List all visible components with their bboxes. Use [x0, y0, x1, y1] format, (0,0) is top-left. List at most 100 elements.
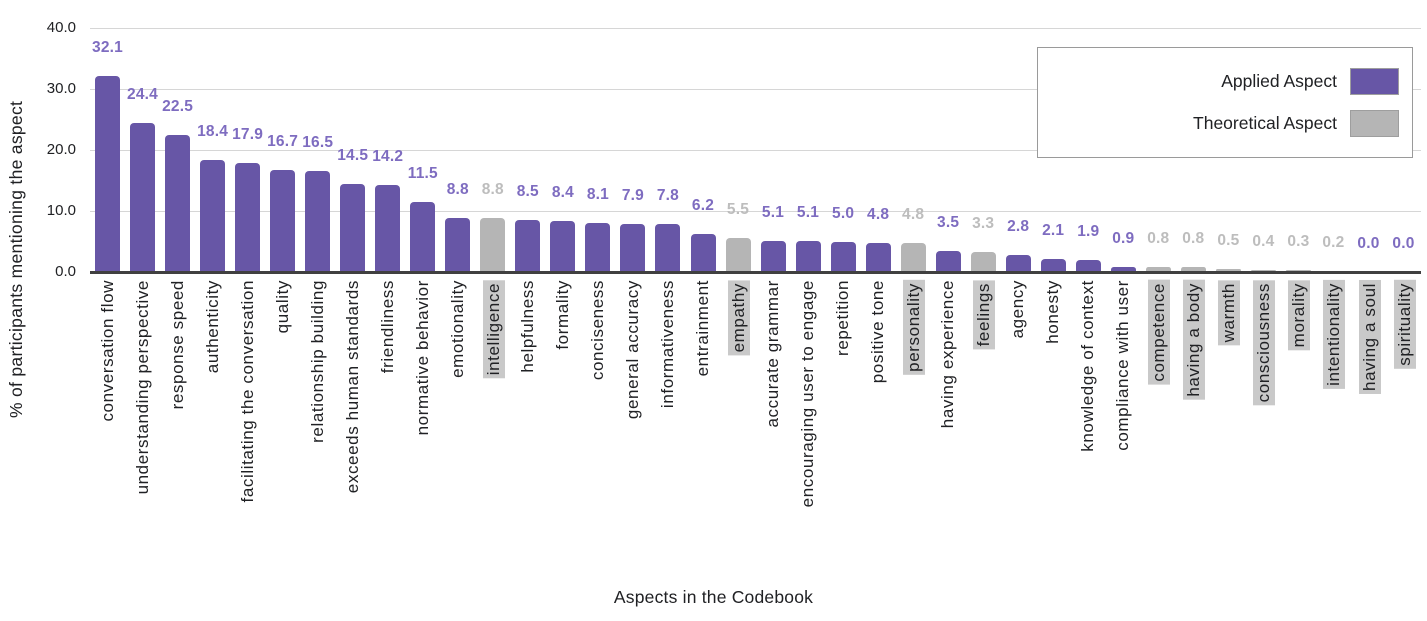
- bar-value-label: 32.1: [92, 39, 123, 57]
- bar-value-label: 8.4: [551, 183, 574, 201]
- bar-value-label: 22.5: [162, 97, 194, 115]
- bar-relationship-building: [305, 171, 331, 272]
- x-category-label: spirituality: [1393, 280, 1416, 369]
- x-category-label: response speed: [167, 280, 187, 410]
- x-category-label: conversation flow: [97, 280, 117, 422]
- x-category-label: accurate grammar: [763, 280, 782, 428]
- bar-exceeds-human-standards: [340, 183, 366, 272]
- bar-value-label: 5.5: [726, 201, 750, 219]
- bar-conciseness: [585, 222, 611, 272]
- x-category-label: exceeds human standards: [342, 280, 362, 494]
- y-tick-label: 40.0: [46, 19, 76, 36]
- bar-value-label: 0.3: [1287, 233, 1310, 251]
- x-category-label: emotionality: [447, 280, 467, 378]
- bar-having-experience: [935, 250, 961, 272]
- bar-compliance-with-user: [1110, 266, 1136, 272]
- bar-value-label: 5.1: [761, 203, 785, 221]
- x-category-label: agency: [1008, 280, 1028, 339]
- bar-value-label: 7.8: [656, 187, 679, 205]
- bar-conversation-flow: [95, 76, 120, 272]
- bar-value-label: 0.2: [1322, 233, 1345, 251]
- x-category-label: having a body: [1183, 280, 1206, 400]
- x-category-label: conciseness: [587, 280, 607, 381]
- bar-value-label: 3.5: [937, 213, 960, 231]
- x-category-label: intelligence: [482, 280, 505, 379]
- bar-agency: [1005, 254, 1031, 272]
- gridline-y20: [90, 150, 1421, 151]
- x-category-label: feelings: [973, 280, 996, 350]
- x-category-label: entrainment: [693, 280, 712, 377]
- bar-value-label: 24.4: [127, 86, 158, 104]
- x-category-label: having a soul: [1358, 280, 1381, 394]
- bar-entrainment: [690, 234, 716, 272]
- bar-positive-tone: [865, 242, 891, 272]
- legend-swatch-theoretical: [1350, 110, 1399, 137]
- bar-value-label: 0.5: [1217, 231, 1240, 249]
- x-category-label: intentionality: [1323, 280, 1346, 389]
- bar-intelligence: [480, 218, 506, 272]
- bar-feelings: [970, 251, 996, 272]
- gridline-y30: [90, 89, 1421, 90]
- x-axis-line: [90, 271, 1421, 274]
- legend-swatch-applied: [1350, 68, 1399, 95]
- legend-row-applied: Applied Aspect: [1038, 67, 1399, 97]
- bar-empathy: [725, 238, 751, 272]
- bar-competence: [1145, 267, 1171, 272]
- y-tick-label: 10.0: [46, 202, 76, 219]
- x-category-label: formality: [552, 280, 572, 350]
- x-category-label: normative behavior: [412, 280, 432, 436]
- y-axis-title: % of participants mentioning the aspect: [6, 101, 323, 439]
- bar-value-label: 0.0: [1392, 235, 1415, 252]
- gridline-y40: [90, 28, 1421, 29]
- x-category-label: encouraging user to engage: [798, 280, 817, 508]
- x-category-label: competence: [1148, 280, 1171, 385]
- x-category-label: relationship building: [307, 280, 327, 443]
- bar-friendliness: [375, 185, 401, 272]
- bar-accurate-grammar: [760, 240, 786, 272]
- bar-value-label: 5.0: [832, 204, 855, 222]
- y-tick-label: 20.0: [46, 141, 76, 158]
- bar-value-label: 0.8: [1147, 230, 1170, 248]
- bar-quality: [270, 170, 296, 272]
- gridline-y10: [90, 211, 1421, 212]
- y-tick-label: 30.0: [46, 80, 76, 97]
- bar-value-label: 4.8: [867, 205, 890, 223]
- bar-response-speed: [165, 134, 191, 273]
- x-category-label: warmth: [1218, 280, 1241, 346]
- bar-formality: [550, 220, 576, 272]
- x-category-label: compliance with user: [1113, 280, 1133, 451]
- x-category-label: informativeness: [657, 280, 677, 409]
- bar-value-label: 0.4: [1252, 232, 1275, 250]
- x-category-label: understanding perspective: [132, 280, 152, 495]
- bar-knowledge-of-context: [1075, 260, 1101, 272]
- x-category-label: personality: [903, 280, 926, 375]
- x-category-label: knowledge of context: [1078, 280, 1098, 452]
- bar-honesty: [1040, 259, 1066, 272]
- x-category-label: friendliness: [377, 280, 397, 374]
- bar-informativeness: [655, 224, 681, 272]
- bar-repetition: [830, 241, 856, 272]
- legend-row-theoretical: Theoretical Aspect: [1038, 109, 1399, 139]
- x-category-label: authenticity: [202, 280, 222, 374]
- bar-having-a-body: [1180, 267, 1206, 272]
- bar-value-label: 16.7: [267, 133, 299, 151]
- legend-label-applied: Applied Aspect: [1221, 71, 1337, 91]
- bar-value-label: 16.5: [302, 134, 334, 152]
- bar-value-label: 8.8: [481, 181, 504, 199]
- x-category-label: empathy: [728, 280, 750, 356]
- x-category-label: positive tone: [868, 280, 888, 384]
- x-category-label: honesty: [1043, 280, 1063, 344]
- x-axis-title: Aspects in the Codebook: [613, 587, 814, 607]
- bar-value-label: 2.8: [1007, 217, 1030, 235]
- bar-value-label: 3.3: [972, 214, 995, 232]
- bar-general-accuracy: [620, 223, 646, 272]
- bar-value-label: 8.1: [586, 185, 609, 203]
- bar-value-label: 8.5: [516, 183, 539, 201]
- bar-authenticity: [200, 159, 226, 272]
- x-category-label: quality: [272, 280, 292, 334]
- bar-value-label: 5.1: [796, 203, 820, 221]
- bar-helpfulness: [515, 220, 541, 272]
- bar-personality: [900, 242, 926, 272]
- bar-value-label: 6.2: [691, 197, 715, 215]
- bar-facilitating-the-conversation: [235, 162, 261, 272]
